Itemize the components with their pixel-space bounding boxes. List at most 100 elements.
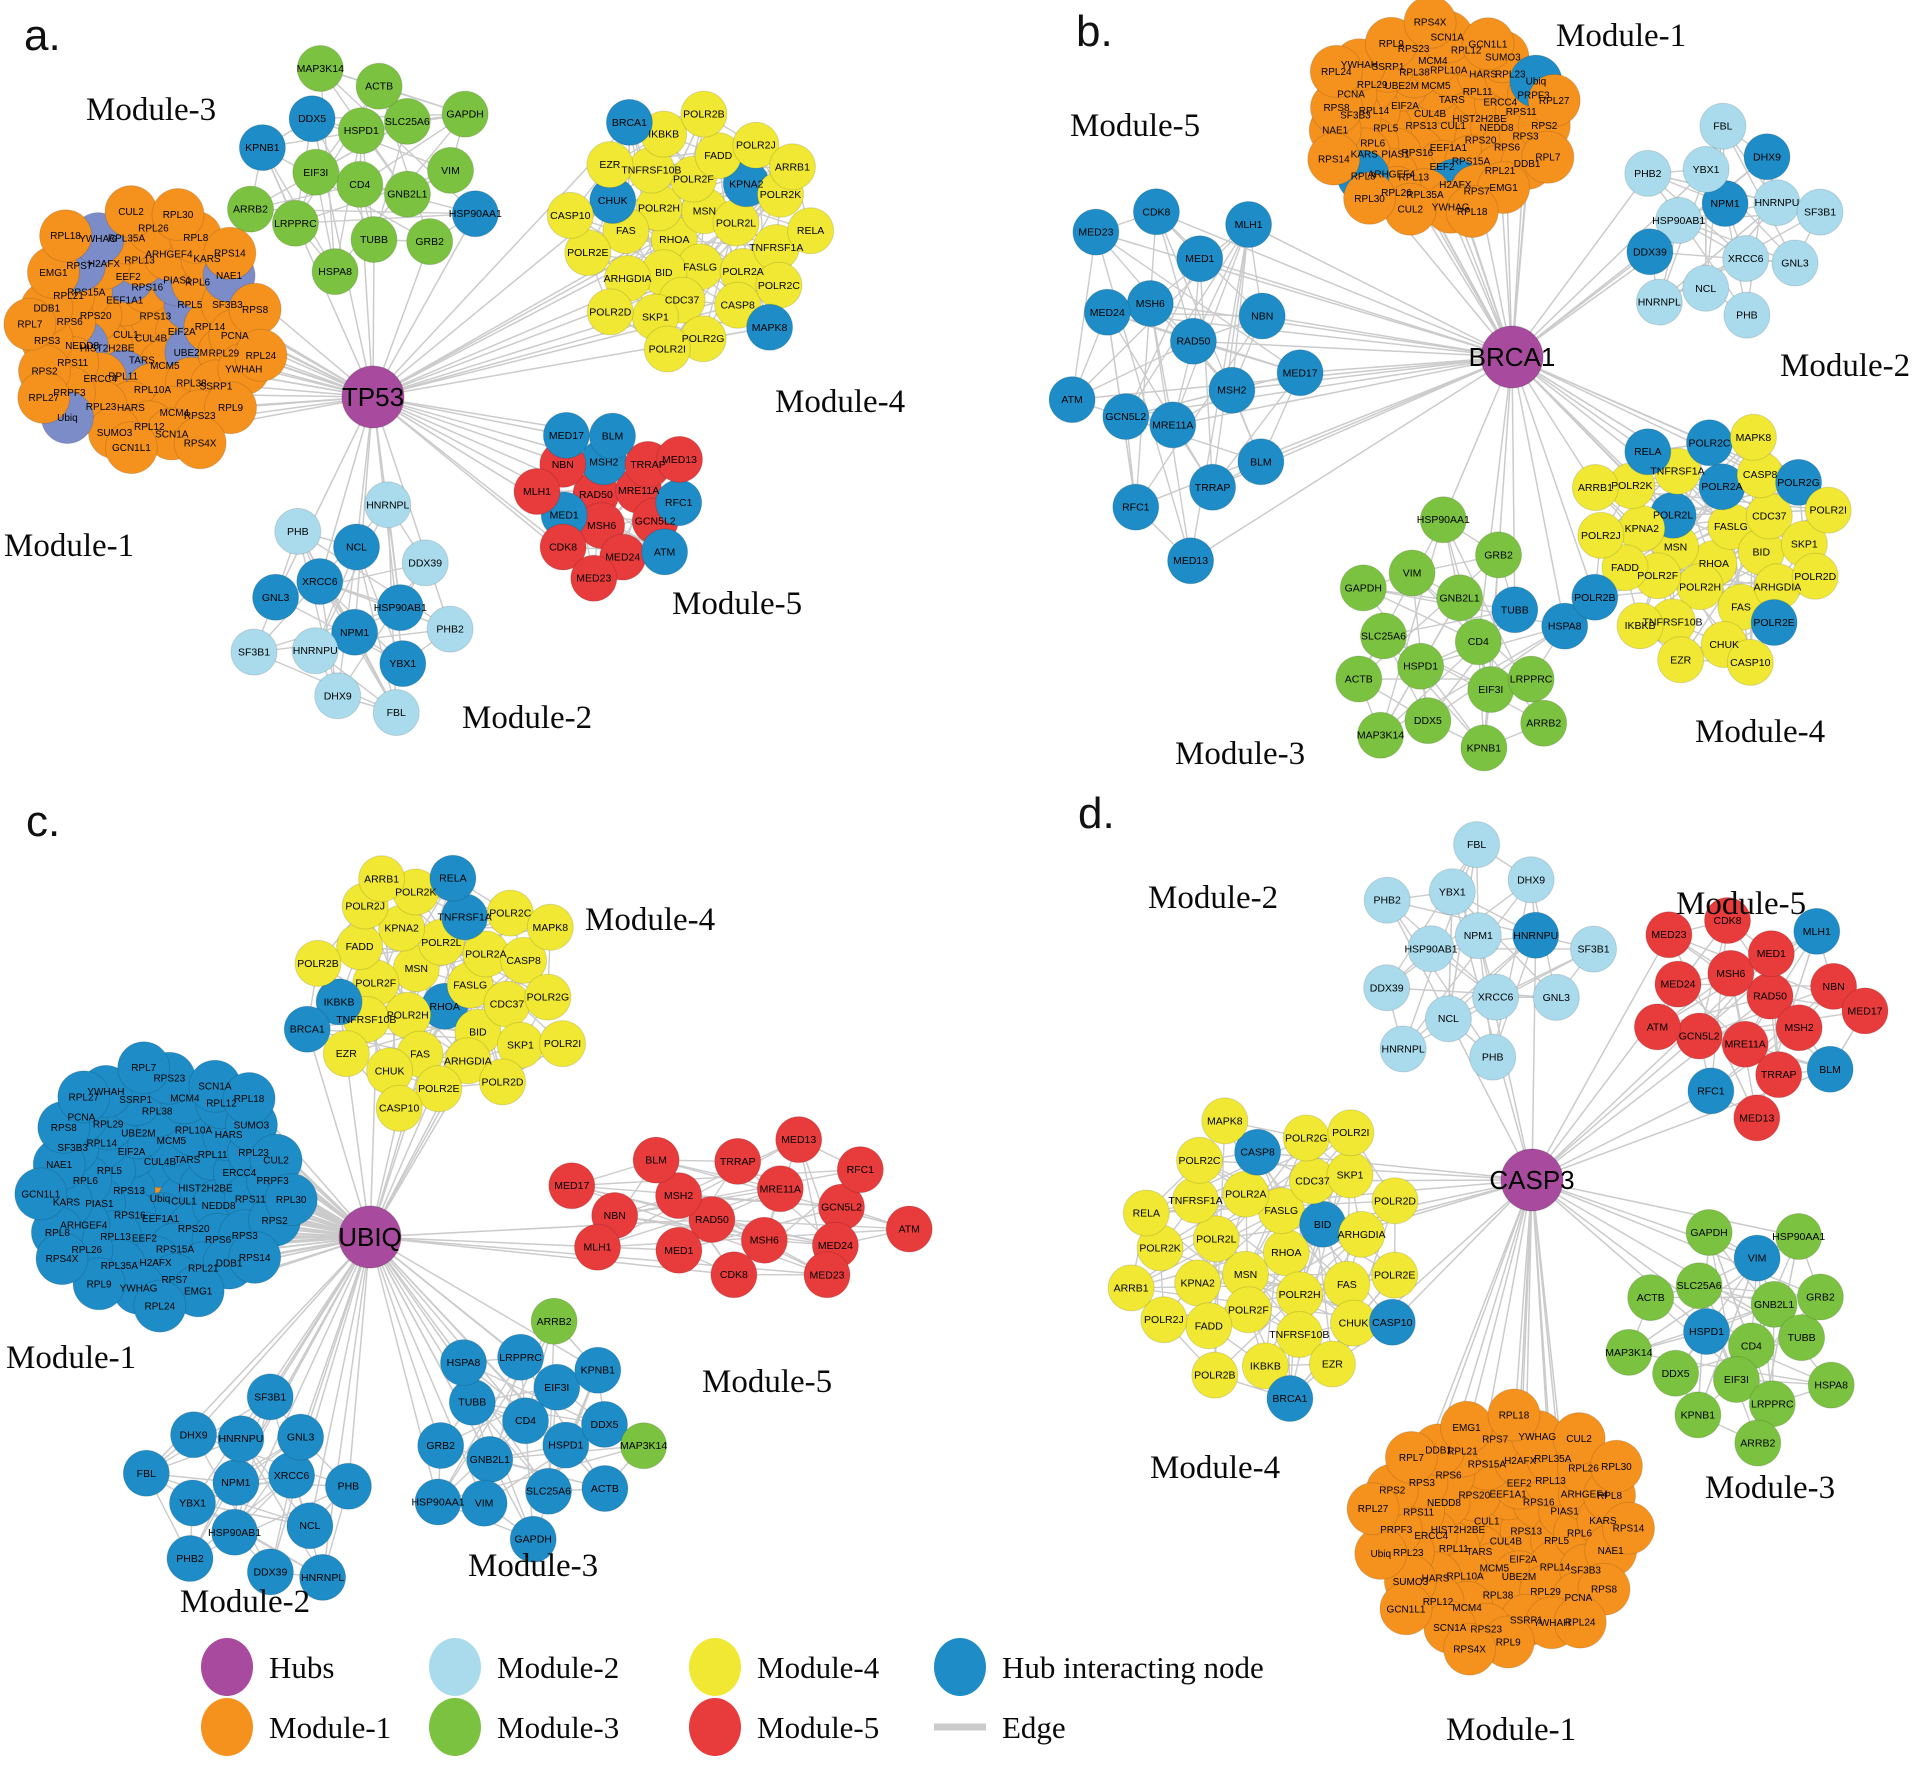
node-label-cul1: CUL1	[1440, 121, 1466, 132]
node-blm	[1806, 1045, 1854, 1093]
node-med13	[1167, 537, 1215, 585]
node-label-gnb2l1: GNB2L1	[1439, 592, 1479, 604]
node-label-rps4x: RPS4X	[1453, 1645, 1486, 1656]
node-label-nbn: NBN	[552, 459, 574, 471]
node-label-rps20: RPS20	[178, 1224, 210, 1235]
node-label-rpl5: RPL5	[1373, 123, 1398, 134]
node-label-cd4: CD4	[349, 179, 370, 191]
node-label-ywhag: YWHAG	[1518, 1432, 1556, 1443]
node-label-cul1: CUL1	[1474, 1517, 1500, 1528]
node-label-hspa8: HSPA8	[1548, 621, 1582, 633]
node-vim	[427, 146, 474, 194]
node-label-ubiq: Ubiq	[150, 1194, 171, 1205]
node-hnrnpl	[299, 1553, 347, 1601]
node-label-sf3b1: SF3B1	[238, 647, 270, 659]
node-label-rpl38: RPL38	[176, 379, 207, 390]
node-label-rpl30: RPL30	[276, 1195, 307, 1206]
node-label-cdc37: CDC37	[1295, 1175, 1330, 1187]
node-mre11a	[1721, 1020, 1769, 1068]
node-label-arhgdia: ARHGDIA	[444, 1055, 492, 1067]
node-rpl18	[222, 1072, 276, 1125]
legend-label-module-2: Module-2	[497, 1650, 619, 1685]
node-label-phb2: PHB2	[176, 1553, 204, 1565]
node-label-polr2e: POLR2E	[418, 1083, 459, 1095]
node-label-rpl14: RPL14	[195, 322, 226, 333]
node-label-gcn1l1: GCN1L1	[112, 443, 151, 454]
node-rfc1	[1112, 483, 1160, 531]
node-hnrnpl	[1379, 1025, 1427, 1073]
node-label-polr2b: POLR2B	[297, 958, 338, 970]
legend-label-edge: Edge	[1002, 1710, 1066, 1745]
node-label-phb: PHB	[1482, 1052, 1504, 1064]
nodes-c-module-5: RAD50 MRE11A MSH6 MSH2 GCN5L2 MED1 TRRAP MED24 N…	[548, 1116, 933, 1299]
node-label-med17: MED17	[1847, 1005, 1882, 1017]
node-label-rpl14: RPL14	[1359, 106, 1390, 117]
node-lrpprc	[271, 199, 319, 247]
node-label-ncl: NCL	[299, 1520, 320, 1532]
node-gcn5l2	[1102, 393, 1150, 440]
node-label-gcn5l2: GCN5L2	[821, 1202, 862, 1214]
node-mlh1	[1225, 201, 1273, 248]
node-label-blm: BLM	[1250, 456, 1272, 468]
node-label-rpl5: RPL5	[177, 300, 202, 311]
node-polr2j	[732, 121, 780, 169]
node-label-mre11a: MRE11A	[1725, 1039, 1766, 1051]
module-label-d-module-1: Module-1	[1446, 1712, 1576, 1748]
node-label-mre11a: MRE11A	[1152, 419, 1193, 431]
node-label-rpl5: RPL5	[1544, 1536, 1569, 1547]
node-hnrnpu	[291, 627, 339, 675]
nodes-d-module-4: RHOA MSN FASLG POLR2H POLR2L BID POLR2F POLR2A F…	[1107, 1097, 1419, 1422]
node-label-tnfrsf10b: TNFRSF10B	[336, 1014, 396, 1026]
node-arrb2	[1520, 699, 1568, 747]
node-label-tubb: TUBB	[458, 1397, 486, 1409]
node-cul2	[1552, 1412, 1606, 1466]
node-mapk8	[526, 903, 574, 951]
node-rpl7	[117, 1041, 171, 1095]
node-label-hspd1: HSPD1	[548, 1440, 583, 1452]
node-label-xrcc6: XRCC6	[274, 1470, 310, 1482]
node-label-ybx1: YBX1	[389, 658, 416, 670]
node-label-rps14: RPS14	[214, 249, 246, 260]
node-label-rps2: RPS2	[31, 366, 58, 377]
module-label-d-module-4: Module-4	[1150, 1450, 1280, 1486]
node-label-sumo3: SUMO3	[1393, 1577, 1429, 1588]
node-rpl7	[1521, 130, 1575, 184]
node-label-cul4b: CUL4B	[135, 333, 168, 344]
node-phb2	[1624, 149, 1672, 197]
node-kpnb1	[574, 1346, 622, 1394]
node-label-rps23: RPS23	[184, 411, 216, 422]
node-label-cul4b: CUL4B	[1414, 109, 1447, 120]
node-label-cul4b: CUL4B	[1490, 1536, 1523, 1547]
node-rpl18	[1445, 185, 1499, 238]
node-label-rpl12: RPL12	[134, 422, 165, 433]
node-label-rela: RELA	[1634, 446, 1661, 458]
node-label-xrcc6: XRCC6	[302, 576, 338, 588]
node-ybx1	[169, 1479, 216, 1527]
node-atm	[1633, 1003, 1681, 1051]
node-label-rfc1: RFC1	[1122, 502, 1150, 514]
node-label-ncl: NCL	[346, 542, 367, 554]
node-hsp90ab1	[1407, 925, 1455, 973]
node-label-rpl7: RPL7	[1399, 1453, 1424, 1464]
node-label-rps16: RPS16	[1523, 1498, 1555, 1509]
node-label-polr2d: POLR2D	[589, 306, 631, 318]
nodes-b-module-5: RAD50 MRE11A MSH6 MSH2 GCN5L2 MED1 TRRAP MED24 N…	[1048, 188, 1324, 585]
node-label-map3k14: MAP3K14	[620, 1440, 667, 1452]
node-tubb	[1778, 1314, 1826, 1362]
node-label-hspa8: HSPA8	[318, 266, 352, 278]
node-label-ercc4: ERCC4	[1414, 1531, 1448, 1542]
panel-letter-d: d.	[1078, 789, 1115, 838]
node-vim	[1388, 549, 1436, 597]
node-label-msn: MSN	[693, 205, 716, 217]
node-label-trrap: TRRAP	[1761, 1069, 1797, 1081]
node-arhgdia	[1338, 1210, 1386, 1258]
node-label-ezr: EZR	[1322, 1359, 1343, 1371]
node-casp8	[500, 936, 548, 984]
node-label-ssrp1: SSRP1	[1372, 62, 1405, 73]
node-label-rps4x: RPS4X	[46, 1254, 79, 1265]
node-rpl24	[133, 1279, 187, 1333]
node-cdk8	[1704, 897, 1751, 944]
node-label-rpl35a: RPL35A	[101, 1261, 139, 1272]
node-label-kpnb1: KPNB1	[245, 142, 280, 154]
node-label-msh6: MSH6	[750, 1235, 779, 1247]
